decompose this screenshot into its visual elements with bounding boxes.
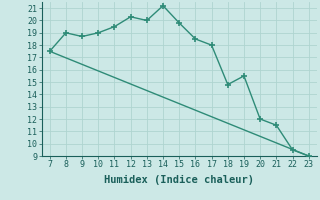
X-axis label: Humidex (Indice chaleur): Humidex (Indice chaleur) <box>104 175 254 185</box>
